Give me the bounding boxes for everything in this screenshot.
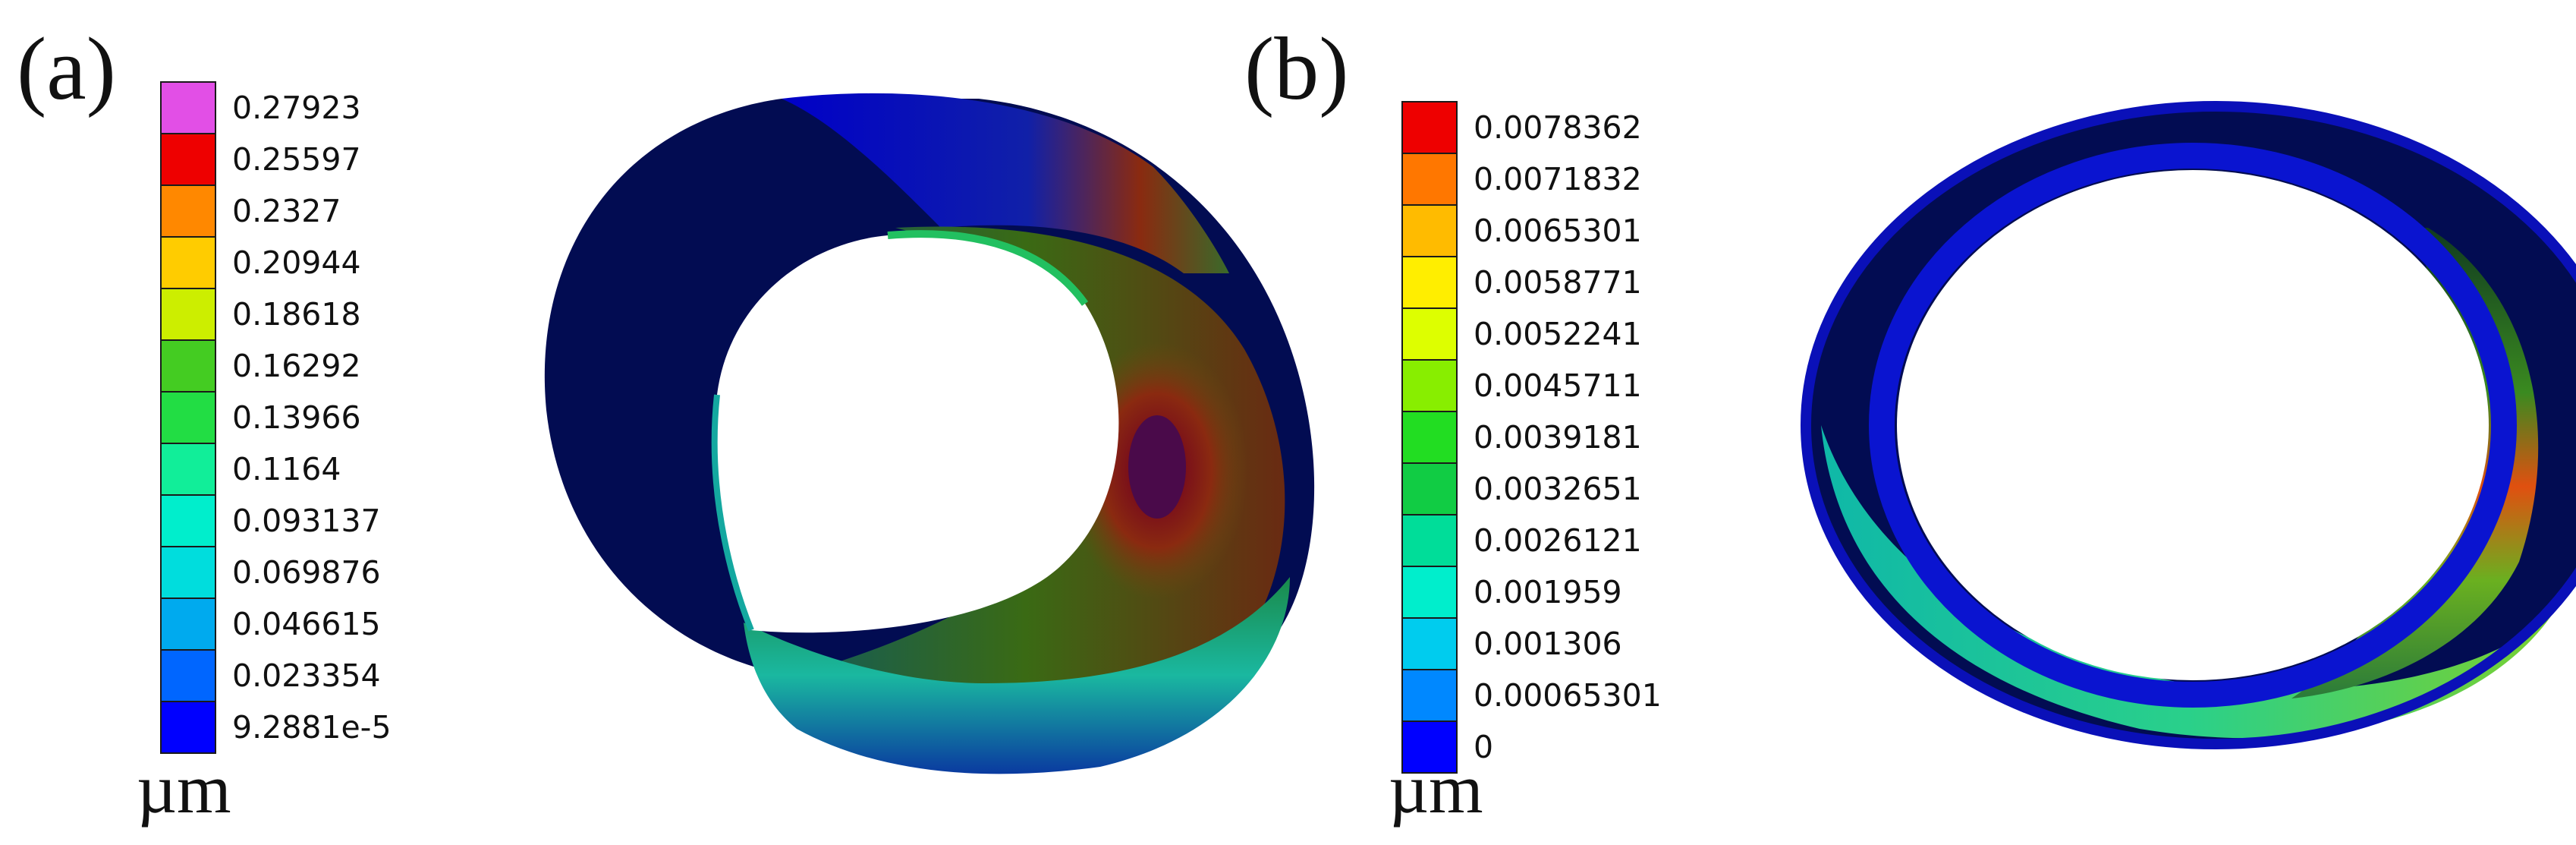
colorbar-swatch — [1401, 669, 1458, 722]
colorbar-tick-label: 0.0039181 — [1474, 419, 1642, 456]
colorbar-tick-label: 0.18618 — [232, 296, 361, 333]
colorbar-swatch — [160, 133, 216, 186]
colorbar-tick-label: 0.023354 — [232, 657, 381, 694]
colorbar-swatch — [1401, 359, 1458, 412]
colorbar-tick-label: 0.1164 — [232, 451, 341, 487]
panel-b-ring-rim — [1869, 143, 2517, 708]
colorbar-tick-label: 0.16292 — [232, 348, 361, 384]
colorbar-swatch — [1401, 411, 1458, 464]
panel-a-unit-label: µm — [137, 750, 231, 828]
colorbar-tick-label: 0.00065301 — [1474, 677, 1662, 714]
colorbar-tick-label: 0.0052241 — [1474, 316, 1642, 352]
colorbar-tick-label: 0.0026121 — [1474, 522, 1642, 559]
colorbar-tick-label: 9.2881e-5 — [232, 709, 392, 746]
colorbar-tick-label: 0.001959 — [1474, 574, 1622, 610]
colorbar-tick-label: 0.0045711 — [1474, 367, 1642, 404]
colorbar-tick-label: 0.0065301 — [1474, 213, 1642, 249]
colorbar-swatch — [160, 288, 216, 341]
panel-a-cylinder-render — [544, 93, 1315, 774]
colorbar-swatch — [160, 597, 216, 651]
colorbar-tick-label: 0.046615 — [232, 606, 381, 642]
panel-b-ring-render — [1801, 101, 2576, 749]
panel-a-opening-rim — [887, 230, 1089, 306]
panel-b-ring-lower-band — [1821, 425, 2557, 739]
colorbar-swatch — [160, 649, 216, 702]
colorbar-tick-label: 0.20944 — [232, 244, 361, 281]
colorbar-tick-label: 0.001306 — [1474, 626, 1622, 662]
colorbar-swatch — [160, 494, 216, 547]
colorbar-swatch — [160, 391, 216, 444]
colorbar-tick-label: 0.13966 — [232, 399, 361, 436]
colorbar-swatch — [1401, 153, 1458, 206]
panel-a-opening — [714, 234, 1119, 633]
colorbar-swatch — [1401, 462, 1458, 516]
colorbar-swatch — [1401, 720, 1458, 774]
panel-a-front-band — [744, 577, 1290, 774]
colorbar-swatch — [160, 443, 216, 496]
colorbar-swatch — [160, 184, 216, 238]
panel-b-label: (b) — [1244, 19, 1349, 118]
panel-a: (a) 0.279230.255970.23270.209440.186180.… — [17, 19, 1315, 828]
panel-b-outer-edge — [1801, 101, 2576, 749]
colorbar-swatch — [1401, 514, 1458, 567]
colorbar-tick-label: 0.069876 — [232, 554, 381, 591]
colorbar-tick-label: 0.27923 — [232, 90, 361, 126]
colorbar-tick-label: 0.093137 — [232, 503, 381, 539]
panel-b: (b) 0.0078362 0.0071832 0.0065301 0.0058771… — [1244, 19, 2576, 828]
colorbar-tick-label: 0.25597 — [232, 141, 361, 178]
colorbar-swatch — [160, 546, 216, 599]
colorbar-tick-label: 0 — [1474, 729, 1493, 765]
panel-a-top-rim — [782, 93, 1229, 273]
colorbar-swatch — [160, 339, 216, 393]
panel-a-label: (a) — [17, 19, 116, 118]
panel-a-colorbar: 0.27923 0.25597 0.2327 0.20944 0.18618 0.1629… — [160, 81, 392, 754]
panel-a-opening-left-edge — [711, 394, 754, 632]
colorbar-tick-label: 0.0071832 — [1474, 161, 1642, 197]
colorbar-tick-label: 0.0058771 — [1474, 264, 1642, 301]
panel-b-unit-label: µm — [1389, 750, 1483, 828]
colorbar-swatch — [160, 701, 216, 754]
panel-b-opening — [1897, 170, 2489, 680]
panel-a-peak-core — [1128, 415, 1186, 519]
colorbar-tick-label: 0.0032651 — [1474, 471, 1642, 507]
colorbar-swatch — [1401, 256, 1458, 309]
colorbar-swatch — [160, 236, 216, 289]
colorbar-swatch — [1401, 204, 1458, 257]
panel-b-colorbar: 0.0078362 0.0071832 0.0065301 0.0058771 0.00… — [1401, 101, 1662, 774]
colorbar-swatch — [1401, 307, 1458, 361]
colorbar-tick-label: 0.2327 — [232, 193, 341, 229]
colorbar-swatch — [160, 81, 216, 134]
colorbar-tick-label: 0.0078362 — [1474, 109, 1642, 146]
colorbar-swatch — [1401, 566, 1458, 619]
colorbar-swatch — [1401, 101, 1458, 154]
colorbar-swatch — [1401, 617, 1458, 670]
